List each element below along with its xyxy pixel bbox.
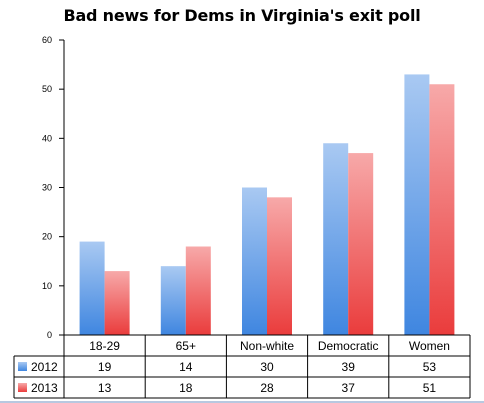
- bar-2013-non-white: [267, 197, 292, 335]
- category-label: 65+: [176, 339, 196, 353]
- bar-2013-democratic: [348, 153, 374, 335]
- data-table-value: 14: [179, 360, 193, 374]
- data-table-value: 30: [260, 360, 274, 374]
- legend-swatch-2013: [18, 383, 27, 392]
- category-label: Democratic: [318, 339, 379, 353]
- data-table-value: 13: [98, 381, 112, 395]
- category-label: Women: [409, 339, 450, 353]
- bar-2013-65-: [185, 246, 211, 335]
- y-tick-label: 10: [42, 281, 52, 291]
- data-table-value: 39: [342, 360, 356, 374]
- bar-2012-women: [404, 74, 430, 336]
- y-tick-label: 50: [42, 84, 52, 94]
- data-table-value: 28: [260, 381, 274, 395]
- data-table-value: 18: [179, 381, 193, 395]
- bar-2012-democratic: [323, 143, 349, 335]
- y-tick-label: 40: [42, 133, 52, 143]
- y-tick-label: 0: [47, 330, 52, 340]
- bar-2012-non-white: [242, 187, 267, 335]
- data-table-value: 51: [423, 381, 437, 395]
- legend-swatch-2012: [18, 362, 27, 371]
- data-table-value: 19: [98, 360, 112, 374]
- chart-title: Bad news for Dems in Virginia's exit pol…: [63, 6, 421, 25]
- bar-2013-women: [429, 84, 455, 335]
- bar-2012-18-29: [79, 241, 105, 335]
- data-table-value: 53: [423, 360, 437, 374]
- legend-label-2013: 2013: [31, 381, 58, 395]
- bar-2013-18-29: [104, 271, 130, 335]
- y-tick-label: 20: [42, 232, 52, 242]
- category-label: 18-29: [89, 339, 120, 353]
- y-tick-label: 60: [42, 35, 52, 45]
- legend-label-2012: 2012: [31, 360, 58, 374]
- category-label: Non-white: [240, 339, 294, 353]
- y-tick-label: 30: [42, 183, 52, 193]
- bar-2012-65-: [160, 266, 186, 335]
- data-table-value: 37: [342, 381, 356, 395]
